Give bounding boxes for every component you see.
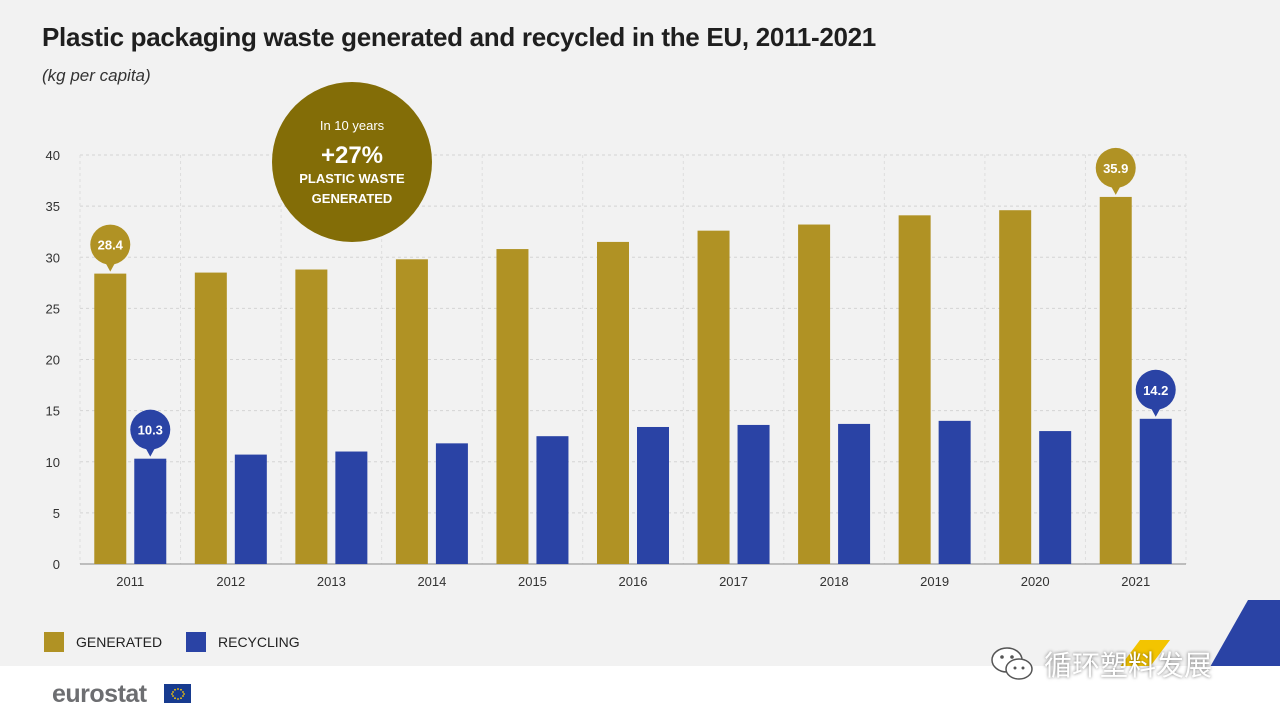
data-label-bubble: [130, 409, 171, 450]
x-tick-label: 2014: [417, 574, 446, 589]
data-label-text: 28.4: [98, 238, 124, 253]
bars: [94, 196, 1172, 565]
legend-swatch-generated: [44, 632, 64, 652]
x-tick-label: 2019: [920, 574, 949, 589]
x-tick-label: 2015: [518, 574, 547, 589]
bar-recycling-2021: [1139, 418, 1172, 564]
data-label-text: 35.9: [1103, 161, 1128, 176]
bar-recycling-2015: [536, 436, 569, 564]
data-label-pointer: [104, 260, 117, 272]
data-label-generated-2011: 28.4: [90, 224, 131, 272]
x-tick-label: 2020: [1021, 574, 1050, 589]
data-label-bubble: [1095, 147, 1136, 188]
wechat-icon: [991, 647, 1033, 680]
callout-line1: In 10 years: [320, 118, 385, 133]
callout-value: +27%: [321, 142, 383, 169]
bar-recycling-2020: [1039, 431, 1072, 564]
callout-line2: PLASTIC WASTE: [299, 171, 405, 186]
y-tick-label: 5: [53, 506, 60, 521]
data-label-bubble: [1135, 369, 1176, 410]
callout-line3: GENERATED: [312, 191, 393, 206]
watermark-text: 循环塑料发展: [1044, 650, 1213, 681]
bar-recycling-2018: [838, 423, 871, 564]
legend-recycling: RECYCLING: [186, 630, 300, 654]
x-axis-ticks: 2011 2012 2013 2014 2015 2016 2017 2018 2019 2020…: [116, 574, 1150, 589]
callout-circle: In 10 years +27% PLASTIC WASTE GENERATED: [272, 82, 432, 242]
bar-generated-2012: [194, 272, 227, 564]
y-tick-label: 30: [46, 250, 60, 265]
y-tick-label: 20: [46, 353, 60, 368]
x-tick-label: 2013: [317, 574, 346, 589]
bar-generated-2019: [898, 215, 931, 564]
bar-recycling-2019: [938, 420, 971, 564]
data-label-pointer: [1109, 183, 1122, 195]
legend-generated: GENERATED: [44, 630, 162, 654]
legend-label-recycling: RECYCLING: [218, 634, 300, 650]
y-tick-label: 40: [46, 148, 60, 163]
data-label-bubble: [90, 224, 131, 265]
y-tick-label: 10: [46, 455, 60, 470]
data-label-recycling-2011: 10.3: [130, 409, 171, 457]
x-tick-label: 2021: [1121, 574, 1150, 589]
bar-recycling-2016: [637, 426, 669, 564]
bar-generated-2016: [597, 241, 629, 564]
bar-generated-2015: [496, 249, 529, 564]
bar-recycling-2017: [737, 424, 770, 564]
bar-generated-2021: [1099, 196, 1132, 565]
chart-subtitle: (kg per capita): [42, 66, 151, 85]
bar-generated-2014: [395, 259, 428, 564]
data-label-pointer: [1149, 405, 1162, 417]
y-tick-label: 35: [46, 199, 60, 214]
bar-recycling-2014: [435, 443, 468, 564]
data-label-generated-2021: 35.9: [1095, 147, 1136, 195]
y-tick-label: 25: [46, 301, 60, 316]
callout-bubble: [272, 82, 432, 242]
bar-generated-2018: [798, 224, 831, 564]
data-label-text: 14.2: [1143, 383, 1168, 398]
y-tick-label: 15: [46, 404, 60, 419]
y-axis-ticks: 0 5 10 15 20 25 30 35 40: [46, 148, 60, 572]
legend-swatch-recycling: [186, 632, 206, 652]
chart-title: Plastic packaging waste generated and re…: [42, 22, 876, 52]
grid-lines: [79, 154, 1187, 565]
x-tick-label: 2018: [820, 574, 849, 589]
footer-bar: [0, 666, 1280, 720]
bar-recycling-2013: [335, 451, 368, 564]
bar-generated-2011: [94, 273, 127, 564]
watermark: 循环塑料发展: [988, 644, 1212, 684]
x-tick-label: 2016: [619, 574, 648, 589]
bar-recycling-2011: [134, 458, 167, 564]
data-labels: 28.4 10.3 35.9 14.2: [90, 147, 1176, 457]
x-tick-label: 2012: [216, 574, 245, 589]
bar-generated-2020: [999, 210, 1032, 564]
data-label-text: 10.3: [138, 423, 163, 438]
bar-generated-2017: [697, 230, 730, 565]
bar-recycling-2012: [234, 454, 267, 564]
legend-label-generated: GENERATED: [76, 634, 163, 650]
data-label-pointer: [144, 445, 157, 457]
bar-generated-2013: [295, 269, 328, 564]
x-tick-label: 2011: [116, 574, 144, 589]
y-tick-label: 0: [53, 557, 60, 572]
data-label-recycling-2021: 14.2: [1135, 369, 1176, 417]
eu-flag-icon: [164, 684, 191, 703]
eurostat-logo: eurostat: [52, 680, 147, 708]
x-tick-label: 2017: [719, 574, 748, 589]
